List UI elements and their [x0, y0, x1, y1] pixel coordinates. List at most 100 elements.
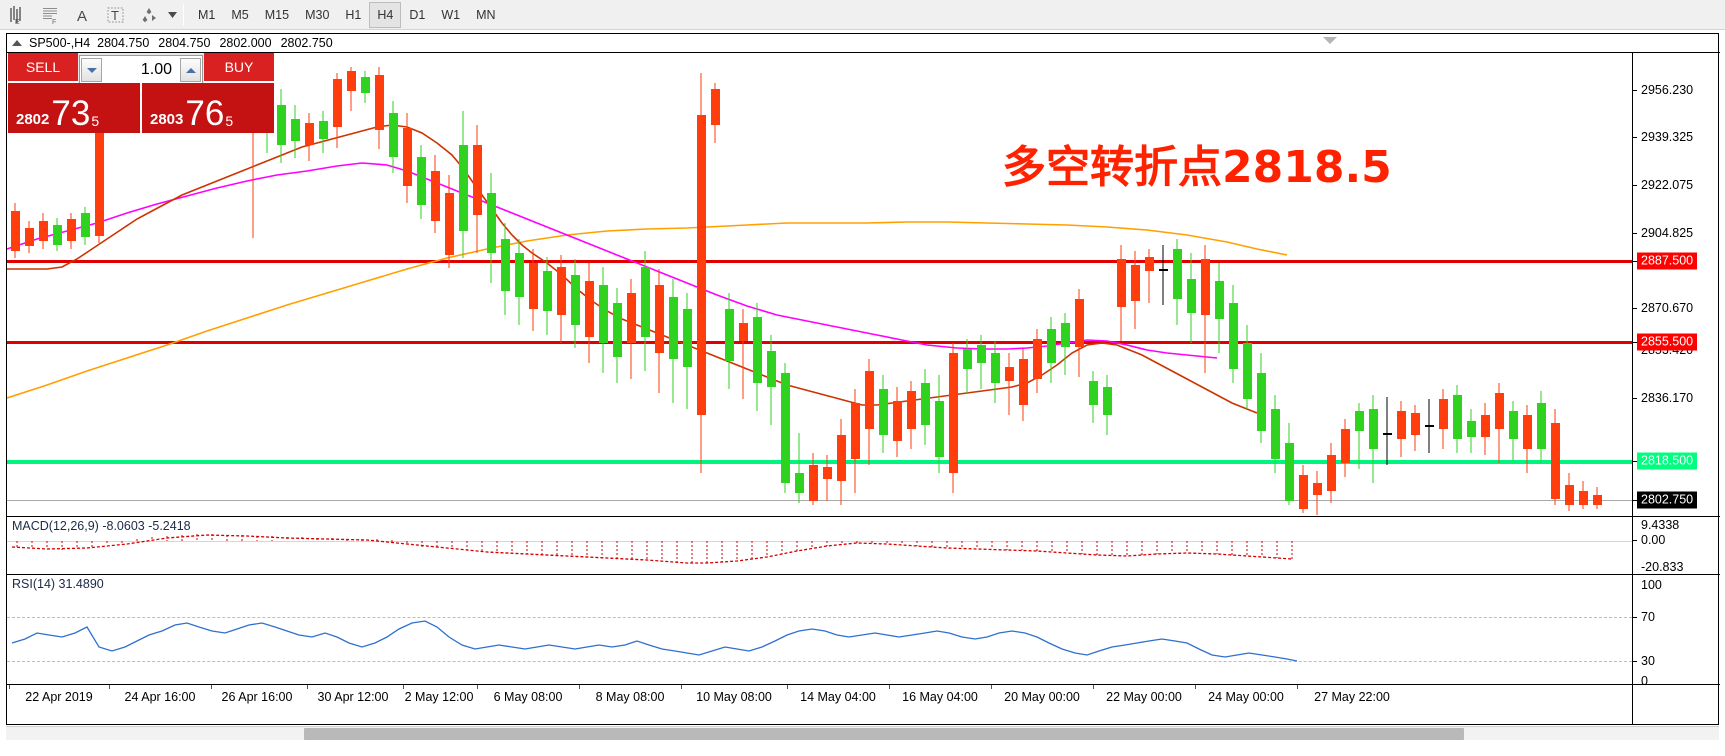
- macd-indicator-label: MACD(12,26,9) -8.0603 -5.2418: [12, 519, 191, 533]
- price-pane[interactable]: 多空转折点2818.5 2956.230 2939.325 2922.075 2…: [7, 52, 1720, 516]
- time-label-6: 8 May 08:00: [595, 690, 665, 704]
- time-axis[interactable]: 22 Apr 2019 24 Apr 16:00 26 Apr 16:00 30…: [7, 684, 1720, 724]
- price-label-2922-075: 2922.075: [1641, 178, 1694, 192]
- collapse-triangle-icon[interactable]: [12, 40, 22, 46]
- volume-decrease-button[interactable]: [81, 58, 102, 82]
- time-label-2: 26 Apr 16:00: [221, 690, 293, 704]
- price-label-2956-230: 2956.230: [1641, 83, 1694, 97]
- price-tick: [1632, 461, 1637, 462]
- objects-tool-icon[interactable]: [132, 1, 165, 29]
- text-tool-icon[interactable]: A: [66, 1, 99, 29]
- level-line-2887-500[interactable]: [7, 260, 1632, 263]
- time-axis-separator: [1632, 685, 1633, 724]
- price-label-2836-170: 2836.170: [1641, 391, 1694, 405]
- buy-price-small: 5: [225, 113, 234, 129]
- buy-button[interactable]: BUY: [204, 53, 274, 83]
- chart-annotation-text[interactable]: 多空转折点2818.5: [1002, 142, 1392, 193]
- timeframe-h4[interactable]: H4: [369, 1, 402, 28]
- grid-template-icon[interactable]: F: [33, 1, 66, 29]
- sell-price-quote[interactable]: 2802 73 5: [8, 83, 140, 133]
- rsi-axis-0: 0: [1641, 674, 1648, 688]
- level-line-2818-500[interactable]: [7, 460, 1632, 464]
- ma-slow-line: [7, 221, 1288, 399]
- rsi-axis-30: 30: [1641, 654, 1655, 668]
- timeframe-d1[interactable]: D1: [409, 7, 426, 22]
- ohlc-close: 2802.750: [280, 36, 333, 50]
- horizontal-scrollbar-thumb[interactable]: [304, 728, 1464, 740]
- horizontal-scrollbar[interactable]: [6, 726, 1719, 740]
- sell-price-prefix: 2802: [16, 111, 50, 128]
- price-plot: 多空转折点2818.5: [7, 53, 1720, 516]
- macd-axis-separator: [1632, 517, 1633, 574]
- text-label-tool-icon[interactable]: T: [99, 1, 132, 29]
- ohlc-high: 2804.750: [158, 36, 211, 50]
- symbol-info-bar: SP500-,H4 2804.750 2804.750 2802.000 280…: [7, 34, 1718, 52]
- price-tick: [1632, 261, 1637, 262]
- rsi-level-70-line: [7, 617, 1632, 618]
- volume-input-group[interactable]: 1.00: [79, 55, 203, 85]
- sell-price-big: 73: [51, 94, 91, 133]
- time-label-8: 14 May 04:00: [800, 690, 876, 704]
- level-line-2855-500[interactable]: [7, 341, 1632, 344]
- rsi-tick: [1632, 617, 1637, 618]
- ohlc-open: 2804.750: [97, 36, 150, 50]
- price-axis-separator: [1632, 53, 1633, 516]
- trade-panel-controls: SELL 1.00 BUY: [8, 53, 274, 85]
- macd-plot: [7, 517, 1720, 574]
- timeframe-m15[interactable]: M15: [264, 7, 290, 22]
- timeframe-m1[interactable]: M1: [198, 7, 216, 22]
- macd-value-main: -8.0603: [102, 519, 145, 533]
- price-tick: [1632, 90, 1637, 91]
- rsi-axis-70: 70: [1641, 610, 1655, 624]
- symbol-label: SP500-,H4: [29, 36, 91, 50]
- time-label-0: 22 Apr 2019: [25, 690, 93, 704]
- price-tick: [1632, 308, 1637, 309]
- price-label-2939-325: 2939.325: [1641, 130, 1694, 144]
- chart-area[interactable]: SP500-,H4 2804.750 2804.750 2802.000 280…: [6, 33, 1720, 725]
- timeframe-mn[interactable]: MN: [476, 7, 496, 22]
- macd-pane[interactable]: MACD(12,26,9) -8.0603 -5.2418 9.4338 0.0…: [7, 516, 1720, 574]
- timeframe-m30[interactable]: M30: [305, 7, 330, 22]
- macd-axis-min: -20.833: [1641, 560, 1684, 574]
- ma-mid-line: [7, 162, 1218, 359]
- macd-zero-line: [7, 541, 1632, 542]
- rsi-pane[interactable]: RSI(14) 31.4890 100 70 30 0: [7, 574, 1720, 688]
- price-series-svg: [7, 63, 1602, 515]
- time-label-10: 20 May 00:00: [1004, 690, 1080, 704]
- price-label-2855-500: 2855.500: [1637, 333, 1698, 351]
- buy-price-big: 76: [185, 94, 225, 133]
- sell-button[interactable]: SELL: [8, 53, 78, 83]
- main-toolbar: E F A T: [0, 0, 1725, 30]
- time-label-13: 27 May 22:00: [1314, 690, 1390, 704]
- timeframe-m5[interactable]: M5: [231, 7, 249, 22]
- price-tick: [1632, 500, 1637, 501]
- time-label-7: 10 May 08:00: [696, 690, 772, 704]
- rsi-indicator-label: RSI(14) 31.4890: [12, 577, 104, 591]
- rsi-series-svg: [11, 620, 1298, 662]
- chart-type-candles-icon[interactable]: E: [0, 1, 33, 29]
- toolbar-separator: [183, 3, 184, 26]
- candle-group-4: [1033, 239, 1602, 515]
- macd-axis-max: 9.4338: [1641, 518, 1680, 532]
- chart-scroll-marker-icon[interactable]: [1323, 37, 1337, 44]
- buy-price-quote[interactable]: 2803 76 5: [140, 83, 274, 133]
- one-click-trading-panel[interactable]: SELL 1.00 BUY 2802 73 5: [8, 53, 274, 133]
- svg-text:E: E: [15, 19, 20, 25]
- current-price-label: 2802.750: [1637, 491, 1698, 509]
- price-tick: [1632, 342, 1637, 343]
- volume-input[interactable]: 1.00: [140, 61, 172, 78]
- rsi-axis-100: 100: [1641, 578, 1662, 592]
- time-label-4: 2 May 12:00: [404, 690, 474, 704]
- price-tick: [1632, 398, 1637, 399]
- time-label-9: 16 May 04:00: [902, 690, 978, 704]
- volume-increase-button[interactable]: [180, 58, 201, 82]
- timeframe-w1[interactable]: W1: [441, 7, 461, 22]
- time-label-12: 24 May 00:00: [1208, 690, 1284, 704]
- price-tick: [1632, 233, 1637, 234]
- timeframe-h1[interactable]: H1: [345, 7, 362, 22]
- objects-dropdown-caret-icon[interactable]: [165, 1, 179, 29]
- rsi-tick: [1632, 661, 1637, 662]
- svg-text:T: T: [111, 8, 119, 23]
- macd-value-signal: -5.2418: [148, 519, 191, 533]
